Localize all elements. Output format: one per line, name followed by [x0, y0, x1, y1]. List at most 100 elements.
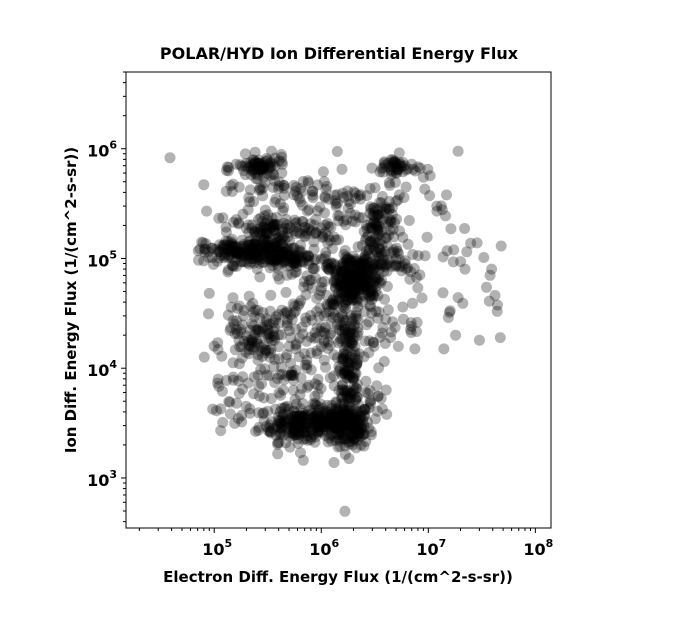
data-point [249, 238, 261, 250]
data-point [242, 244, 254, 256]
data-point [263, 160, 275, 172]
data-point [251, 169, 263, 181]
data-point [324, 372, 336, 384]
data-point [346, 349, 358, 361]
data-point [285, 357, 297, 369]
data-point [297, 176, 309, 187]
data-point [495, 240, 507, 252]
data-point [242, 162, 254, 174]
data-point [231, 241, 243, 253]
data-point [305, 434, 317, 446]
data-point [326, 435, 338, 447]
data-point [347, 334, 359, 346]
data-point [330, 200, 342, 212]
data-point [224, 249, 236, 261]
data-point [256, 253, 267, 265]
data-point [338, 192, 350, 203]
data-point [249, 238, 261, 250]
data-point [256, 216, 268, 227]
data-point [283, 325, 295, 337]
data-point [391, 242, 403, 254]
data-point [253, 325, 265, 337]
data-point [245, 324, 256, 336]
data-point [390, 259, 402, 271]
data-point [269, 322, 280, 334]
data-point [261, 329, 273, 341]
data-point [261, 167, 273, 179]
data-point [481, 281, 492, 293]
data-point [359, 254, 371, 266]
data-point [297, 454, 309, 466]
data-point [334, 280, 345, 291]
data-point [379, 337, 391, 349]
data-point [325, 424, 337, 436]
data-point [248, 257, 260, 269]
data-point [293, 410, 305, 422]
data-point [266, 247, 278, 259]
data-point [287, 430, 299, 442]
data-point [328, 457, 340, 468]
data-point [284, 250, 296, 262]
data-point [231, 302, 243, 314]
data-point [338, 416, 350, 428]
data-point [345, 417, 357, 429]
data-point [255, 164, 267, 176]
data-point [331, 417, 343, 428]
data-point [302, 250, 314, 262]
data-point [344, 270, 356, 282]
data-point [242, 247, 254, 259]
data-point [248, 248, 260, 259]
data-point [357, 281, 369, 293]
data-point [267, 168, 279, 180]
data-point [338, 430, 350, 441]
data-point [370, 305, 382, 317]
data-point [265, 242, 277, 254]
data-point [276, 232, 288, 244]
data-point [424, 170, 436, 182]
data-point [264, 157, 276, 169]
data-point [346, 414, 358, 426]
data-point [252, 304, 264, 316]
data-point [465, 237, 477, 249]
data-point [253, 161, 265, 173]
data-point [245, 334, 257, 346]
data-point [273, 414, 285, 426]
data-point [275, 244, 287, 256]
data-point [212, 377, 224, 389]
data-point [341, 386, 353, 397]
data-point [327, 298, 339, 310]
data-point [295, 412, 306, 424]
data-point [281, 219, 293, 231]
data-point [341, 372, 353, 384]
data-point [344, 207, 356, 219]
data-point [209, 243, 221, 255]
data-point [346, 285, 358, 297]
data-point [330, 422, 342, 434]
data-point [283, 413, 295, 425]
data-point [387, 166, 399, 178]
data-point [293, 420, 305, 432]
data-point [291, 417, 303, 429]
data-point [359, 250, 371, 261]
data-point [385, 326, 397, 338]
data-point [331, 189, 343, 201]
data-point [275, 426, 287, 438]
data-point [337, 410, 349, 422]
data-point [247, 306, 259, 318]
data-point [276, 361, 288, 373]
data-point [274, 417, 286, 429]
data-point [345, 387, 356, 399]
data-point [286, 256, 297, 268]
data-point [345, 392, 357, 404]
data-point [253, 251, 265, 263]
data-point [312, 373, 324, 385]
data-point [246, 164, 258, 176]
data-point [212, 373, 224, 385]
data-point [245, 239, 257, 251]
data-point [262, 209, 274, 221]
data-point [452, 145, 464, 157]
data-point [258, 221, 270, 232]
data-point [316, 415, 328, 427]
data-point [388, 160, 400, 172]
data-point [391, 245, 403, 257]
